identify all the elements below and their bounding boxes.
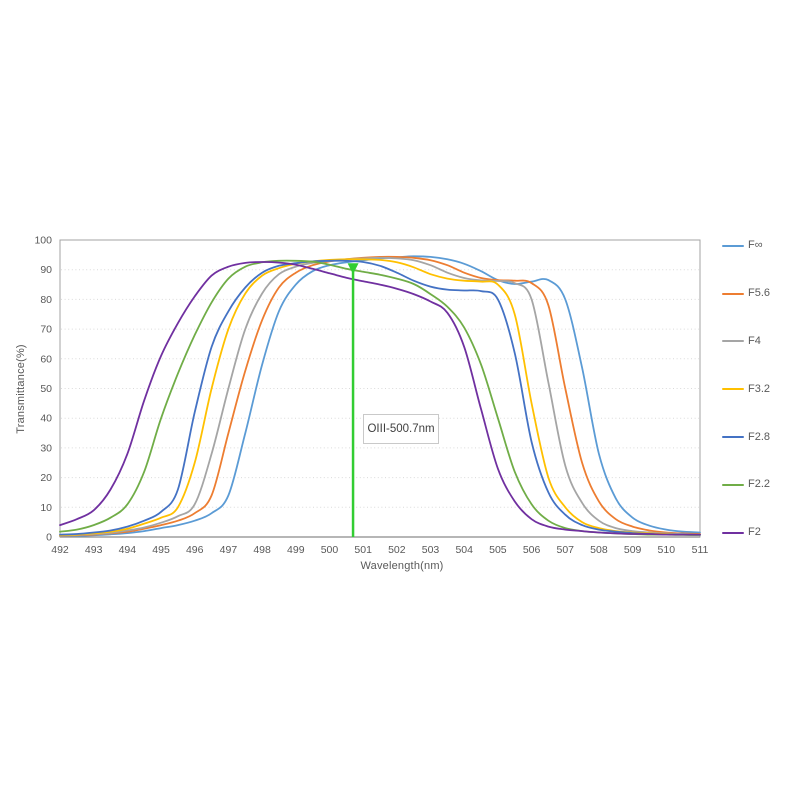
- x-tick-label-496: 496: [186, 544, 204, 556]
- x-tick-label-501: 501: [354, 544, 372, 556]
- x-axis-title: Wavelength(nm): [360, 560, 444, 572]
- x-tick-label-495: 495: [152, 544, 170, 556]
- annotation-box: OIII-500.7nm: [363, 414, 440, 444]
- y-tick-label-90: 90: [40, 264, 52, 276]
- legend-item-f5.6: F5.6: [722, 270, 788, 318]
- curve-f2: [59, 261, 701, 536]
- legend-item-f-infinity: F∞: [722, 222, 788, 270]
- curve-f2.8: [59, 259, 701, 536]
- legend-label: F5.6: [748, 287, 771, 300]
- legend-item-f3.2: F3.2: [722, 365, 788, 413]
- legend-label: F2.2: [748, 478, 771, 491]
- y-tick-label-0: 0: [46, 532, 52, 544]
- legend-label: F2: [748, 526, 761, 539]
- x-tick-label-492: 492: [51, 544, 69, 556]
- y-tick-label-10: 10: [40, 502, 52, 514]
- legend-swatch-icon: [722, 388, 744, 391]
- y-tick-label-60: 60: [40, 353, 52, 365]
- x-tick-label-502: 502: [388, 544, 406, 556]
- x-tick-label-503: 503: [422, 544, 440, 556]
- legend-swatch-icon: [722, 483, 744, 486]
- y-tick-label-50: 50: [40, 383, 52, 395]
- x-tick-label-497: 497: [220, 544, 238, 556]
- x-tick-label-507: 507: [556, 544, 574, 556]
- legend-swatch-icon: [722, 292, 744, 295]
- x-tick-label-506: 506: [523, 544, 541, 556]
- x-tick-label-504: 504: [455, 544, 473, 556]
- legend-swatch-icon: [722, 531, 744, 534]
- x-tick-label-505: 505: [489, 544, 507, 556]
- legend-label: F∞: [748, 239, 763, 252]
- legend-item-f2.2: F2.2: [722, 461, 788, 509]
- x-tick-label-510: 510: [658, 544, 676, 556]
- y-tick-label-80: 80: [40, 294, 52, 306]
- curve-f5.6: [59, 255, 701, 537]
- curve-f4: [59, 256, 701, 537]
- oiii-line-marker-icon: [347, 263, 359, 275]
- annotation-label: OIII-500.7nm: [367, 423, 435, 435]
- x-tick-label-498: 498: [253, 544, 271, 556]
- chart-legend: F∞ F5.6 F4 F3.2 F2.8 F2.2 F2: [722, 222, 788, 557]
- curve-f2.2: [59, 259, 701, 536]
- legend-item-f2.8: F2.8: [722, 413, 788, 461]
- legend-label: F4: [748, 334, 761, 347]
- legend-item-f4: F4: [722, 318, 788, 366]
- legend-swatch-icon: [722, 244, 744, 247]
- y-tick-label-30: 30: [40, 442, 52, 454]
- x-tick-label-511: 511: [692, 544, 709, 556]
- y-axis-title: Transmittance(%): [15, 344, 27, 434]
- y-tick-label-100: 100: [34, 235, 52, 247]
- x-tick-label-494: 494: [119, 544, 137, 556]
- x-tick-label-493: 493: [85, 544, 103, 556]
- y-tick-label-70: 70: [40, 324, 52, 336]
- legend-swatch-icon: [722, 340, 744, 343]
- x-tick-label-500: 500: [321, 544, 339, 556]
- x-tick-label-508: 508: [590, 544, 608, 556]
- y-tick-label-40: 40: [40, 413, 52, 425]
- x-tick-label-509: 509: [624, 544, 642, 556]
- y-tick-label-20: 20: [40, 472, 52, 484]
- legend-label: F3.2: [748, 382, 771, 395]
- curve-f3.2: [59, 258, 701, 537]
- x-tick-label-499: 499: [287, 544, 305, 556]
- curve-f-infinity: [59, 255, 701, 537]
- legend-label: F2.8: [748, 430, 771, 443]
- legend-item-f2: F2: [722, 509, 788, 557]
- legend-swatch-icon: [722, 436, 744, 439]
